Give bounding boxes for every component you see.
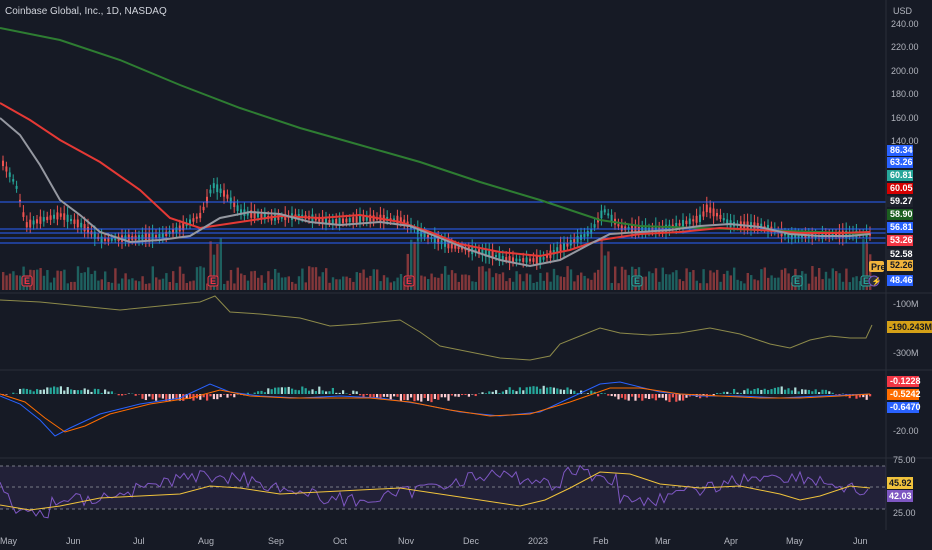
earnings-marker-label: E — [634, 276, 640, 286]
price-badge-label: 60.05 — [890, 183, 913, 193]
earnings-marker-label: E — [794, 276, 800, 286]
macd-badge-label: -0.5242 — [890, 389, 921, 399]
macd-badge-label: -0.1228 — [890, 376, 921, 386]
price-badge — [887, 235, 913, 246]
currency-label: USD — [893, 6, 913, 16]
price-candles — [2, 155, 871, 271]
macd-badge — [887, 376, 919, 387]
price-badge — [887, 249, 913, 260]
earnings-marker[interactable] — [631, 275, 643, 287]
price-badge-label: 48.46 — [890, 275, 913, 285]
time-tick: Jun — [853, 536, 868, 546]
earnings-marker-label: E — [863, 276, 869, 286]
time-tick: May — [786, 536, 804, 546]
price-badge — [887, 196, 913, 207]
price-badge-label: 52.26 — [890, 260, 913, 270]
macd-badge-label: -0.6470 — [890, 402, 921, 412]
macd-tick: -20.00 — [893, 426, 919, 436]
rsi-ma-badge — [887, 477, 913, 489]
time-axis[interactable]: May Jun Jul Aug Sep Oct Nov Dec 2023 Feb Mar Apr May… — [0, 536, 868, 546]
price-tick: 200.00 — [891, 66, 919, 76]
price-tick: 140.00 — [891, 136, 919, 146]
price-badge — [887, 170, 913, 181]
time-tick: Dec — [463, 536, 480, 546]
rsi-tick: 25.00 — [893, 508, 916, 518]
price-tick: 240.00 — [891, 19, 919, 29]
price-badge-label: 56.81 — [890, 222, 913, 232]
price-badge — [887, 222, 913, 233]
pre-market-tag: Pre — [871, 262, 886, 272]
earnings-marker[interactable] — [207, 275, 219, 287]
rsi-tick: 75.00 — [893, 455, 916, 465]
rsi-value: 42.03 — [889, 491, 912, 501]
pre-market-tag-bg — [869, 261, 884, 272]
rsi-ma-value: 45.92 — [889, 478, 912, 488]
price-badge — [887, 157, 913, 168]
rsi-value-badge — [887, 490, 913, 502]
price-tick: 220.00 — [891, 42, 919, 52]
obv-tick: -300M — [893, 348, 919, 358]
time-tick: Sep — [268, 536, 284, 546]
earnings-marker[interactable] — [21, 275, 33, 287]
time-tick: Jun — [66, 536, 81, 546]
earnings-marker-label: E — [406, 276, 412, 286]
price-badge-label: 86.34 — [890, 145, 913, 155]
obv-line — [0, 295, 873, 361]
time-tick: Oct — [333, 536, 348, 546]
price-badge-label: 52.58 — [890, 249, 913, 259]
flash-icon[interactable] — [868, 275, 880, 287]
time-tick: 2023 — [528, 536, 548, 546]
rsi-line — [0, 464, 869, 519]
flash-icon-glyph: ⚡ — [872, 276, 882, 286]
earnings-marker-label: E — [24, 276, 30, 286]
price-badge-label: 53.26 — [890, 235, 913, 245]
time-tick: Nov — [398, 536, 415, 546]
time-tick: Apr — [724, 536, 738, 546]
price-badge — [887, 275, 913, 286]
macd-histogram — [2, 385, 872, 403]
rsi-ma-line — [0, 471, 871, 511]
volume-bars — [2, 238, 872, 290]
time-tick: Jul — [133, 536, 145, 546]
chart-title: Coinbase Global, Inc., 1D, NASDAQ — [5, 6, 167, 17]
price-badges: 86.34 63.26 60.81 60.05 59.27 58.90 56.81 53.26… — [887, 145, 913, 286]
price-badge — [887, 209, 913, 220]
signal-line — [0, 387, 871, 433]
time-tick: Feb — [593, 536, 609, 546]
macd-badge — [887, 402, 919, 413]
price-badge — [887, 183, 913, 194]
price-badge-label: 58.90 — [890, 209, 913, 219]
earnings-marker[interactable] — [403, 275, 415, 287]
price-badge-label: 63.26 — [890, 157, 913, 167]
price-badge — [887, 260, 913, 271]
obv-tick: -100M — [893, 299, 919, 309]
earnings-marker[interactable] — [791, 275, 803, 287]
price-tick: 180.00 — [891, 89, 919, 99]
ma-mid-line — [0, 102, 871, 258]
ma-short-line — [0, 117, 871, 268]
time-tick: May — [0, 536, 18, 546]
price-badge-label: 59.27 — [890, 196, 913, 206]
obv-value: -190.243M — [889, 322, 932, 332]
obv-value-badge — [887, 321, 932, 333]
time-tick: Aug — [198, 536, 214, 546]
price-tick: 160.00 — [891, 113, 919, 123]
ma-long-line — [0, 27, 871, 235]
time-tick: Mar — [655, 536, 671, 546]
earnings-marker-label: E — [210, 276, 216, 286]
macd-badge — [887, 389, 919, 400]
price-badge — [887, 145, 913, 156]
price-badge-label: 60.81 — [890, 170, 913, 180]
